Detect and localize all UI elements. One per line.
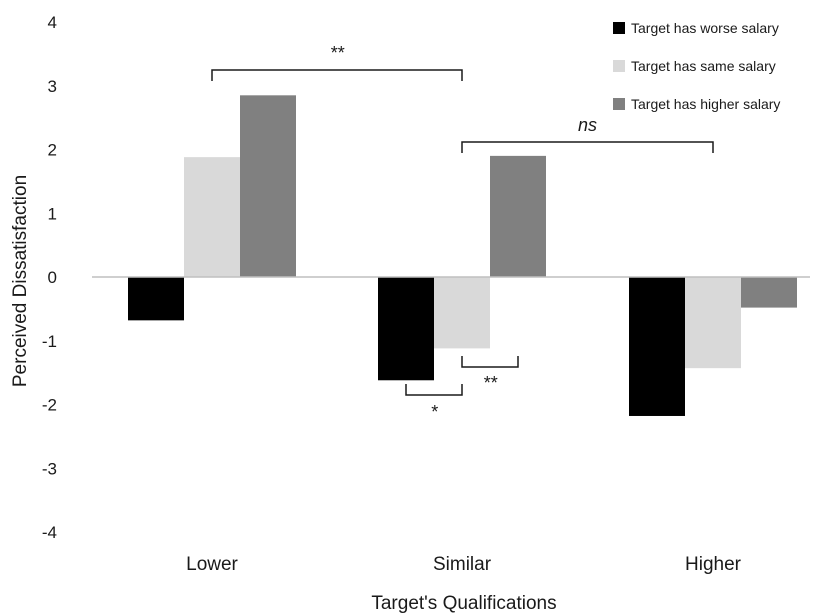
legend-label: Target has worse salary — [631, 20, 779, 36]
y-tick-label: 3 — [48, 77, 57, 96]
y-axis-ticks: 4 3 2 1 0 -1 -2 -3 -4 — [42, 13, 57, 542]
legend: Target has worse salary Target has same s… — [613, 20, 780, 112]
legend-label: Target has same salary — [631, 58, 776, 74]
y-axis-title: Perceived Dissatisfaction — [10, 175, 31, 387]
legend-swatch — [613, 22, 625, 34]
significance-bracket — [461, 356, 519, 368]
x-category-label: Lower — [186, 554, 238, 575]
y-tick-label: 4 — [48, 13, 57, 32]
y-tick-label: -1 — [42, 332, 57, 351]
legend-label: Target has higher salary — [631, 96, 780, 112]
legend-swatch — [613, 60, 625, 72]
bar — [490, 155, 546, 277]
y-tick-label: 1 — [48, 204, 57, 223]
y-tick-label: -3 — [42, 459, 57, 478]
x-axis-categories: Lower Similar Higher — [186, 554, 742, 575]
bars — [128, 95, 797, 416]
significance-bracket — [461, 141, 714, 153]
bar — [741, 277, 797, 308]
significance-label: * — [430, 402, 438, 422]
y-tick-label: -2 — [42, 396, 57, 415]
bar — [184, 157, 240, 277]
x-category-label: Similar — [433, 554, 492, 575]
bar — [378, 277, 434, 381]
significance-bracket — [211, 69, 463, 81]
significance-label: ns — [578, 115, 597, 135]
bar — [629, 277, 685, 416]
y-tick-label: 2 — [48, 141, 57, 160]
y-tick-label: -4 — [42, 523, 57, 542]
bar — [685, 277, 741, 369]
significance-annotations: **ns*** — [211, 43, 714, 422]
bar — [434, 277, 490, 349]
legend-swatch — [613, 98, 625, 110]
bar — [240, 95, 296, 277]
x-axis-title: Target's Qualifications — [371, 593, 556, 614]
significance-label: ** — [330, 43, 345, 63]
significance-label: ** — [483, 373, 498, 393]
x-category-label: Higher — [685, 554, 742, 575]
bar — [128, 277, 184, 321]
significance-bracket — [405, 384, 463, 396]
y-tick-label: 0 — [48, 268, 57, 287]
